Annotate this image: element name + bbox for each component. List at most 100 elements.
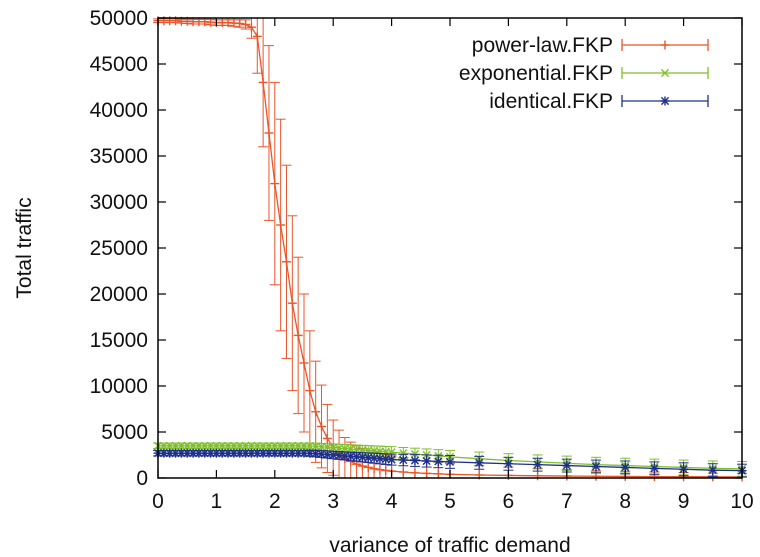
data-point: [241, 19, 251, 29]
x-tick-label: 5: [444, 490, 456, 513]
data-point: [235, 441, 244, 450]
data-point-stroke: [241, 441, 250, 450]
data-point: [264, 441, 274, 450]
legend-label: identical.FKP: [489, 90, 613, 113]
data-point-stroke: [188, 441, 198, 450]
x-tick-label: 4: [386, 490, 398, 513]
data-point-stroke: [591, 462, 601, 471]
data-point-stroke: [504, 459, 513, 468]
data-point-stroke: [399, 449, 408, 458]
legend: power-law.FKP exponential.FKP identical.FK…: [459, 34, 709, 113]
x-tick-label: 3: [327, 490, 339, 513]
data-point: [194, 448, 204, 458]
data-point-stroke: [165, 441, 174, 450]
data-point-stroke: [223, 449, 233, 458]
data-point: [317, 421, 327, 431]
data-point-stroke: [223, 441, 233, 450]
y-tick-label: 25000: [90, 237, 148, 260]
data-point-stroke: [253, 449, 262, 458]
data-point-stroke: [247, 449, 256, 458]
data-point-stroke: [177, 449, 186, 458]
data-point: [591, 462, 601, 471]
data-point-stroke: [475, 458, 484, 467]
data-point-stroke: [165, 449, 174, 458]
data-point: [276, 220, 286, 230]
data-point: [387, 455, 397, 465]
data-point-stroke: [276, 449, 285, 458]
data-point-stroke: [264, 441, 274, 450]
data-point: [305, 386, 315, 396]
y-tick-label: 0: [136, 467, 148, 490]
data-point: [708, 465, 718, 475]
y-tick-label: 10000: [90, 375, 148, 398]
data-point-stroke: [206, 441, 215, 450]
data-point: [533, 471, 543, 481]
y-axis-title: Total traffic: [13, 197, 36, 298]
data-point: [281, 257, 291, 267]
data-point: [235, 19, 245, 29]
data-point-stroke: [282, 449, 291, 458]
y-tick-label: 35000: [90, 145, 148, 168]
data-point-stroke: [387, 455, 396, 464]
data-point-stroke: [218, 441, 227, 450]
data-point-stroke: [159, 441, 168, 450]
data-point: [211, 448, 221, 458]
data-point: [264, 448, 274, 458]
data-point-stroke: [294, 441, 303, 450]
data-point: [445, 457, 455, 467]
data-point: [422, 468, 432, 478]
data-point: [363, 462, 373, 472]
data-point: [410, 449, 420, 459]
x-tick-label: 10: [730, 490, 753, 513]
data-point: [194, 441, 203, 450]
data-point: [474, 458, 484, 468]
data-point: [288, 441, 297, 450]
data-point: [398, 467, 408, 477]
data-point: [503, 459, 513, 469]
data-point: [183, 441, 192, 450]
data-point: [218, 441, 227, 450]
data-point-stroke: [288, 449, 297, 458]
data-point: [177, 441, 186, 450]
data-point: [357, 461, 367, 471]
y-tick-label: 5000: [101, 421, 148, 444]
y-tick-label: 20000: [90, 283, 148, 306]
y-tick-label: 30000: [90, 191, 148, 214]
data-point-stroke: [188, 449, 198, 458]
data-point: [375, 465, 385, 475]
y-tick-label: 40000: [90, 99, 148, 122]
data-point-stroke: [159, 449, 168, 458]
data-point-stroke: [194, 449, 203, 458]
legend-marker: [660, 96, 670, 106]
legend-label: exponential.FKP: [459, 62, 613, 85]
data-point-stroke: [422, 456, 431, 466]
data-point-stroke: [183, 449, 192, 458]
data-point: [352, 452, 362, 462]
data-point: [649, 463, 659, 473]
data-point: [410, 456, 420, 466]
data-point-stroke: [259, 449, 268, 458]
data-point-stroke: [621, 463, 630, 472]
legend-marker: [660, 40, 670, 50]
series-identical-fkp: [153, 448, 747, 478]
data-point: [159, 441, 168, 450]
x-tick-label: 6: [503, 490, 515, 513]
x-tick-label: 0: [152, 490, 164, 513]
data-point-stroke: [264, 449, 274, 458]
data-point-stroke: [177, 441, 186, 450]
y-tick-label: 50000: [90, 7, 148, 30]
data-point-stroke: [679, 465, 688, 474]
data-point: [287, 298, 297, 308]
data-point-stroke: [270, 441, 279, 450]
data-point-stroke: [708, 466, 717, 475]
data-point-stroke: [650, 464, 659, 473]
data-point: [258, 77, 268, 87]
data-point-stroke: [183, 441, 192, 450]
legend-label: power-law.FKP: [472, 34, 613, 57]
data-point: [252, 31, 262, 41]
data-point: [387, 448, 396, 457]
data-point-stroke: [253, 441, 262, 450]
y-tick-label: 15000: [90, 329, 148, 352]
data-point: [206, 441, 215, 450]
data-point: [171, 441, 180, 450]
